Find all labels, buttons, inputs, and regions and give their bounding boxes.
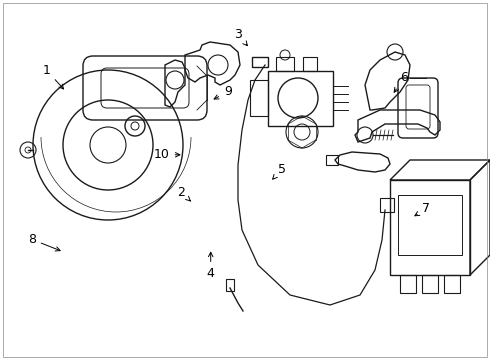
Bar <box>400 275 416 293</box>
Text: 7: 7 <box>415 202 430 216</box>
Bar <box>422 275 438 293</box>
Bar <box>252 57 268 67</box>
Bar <box>268 71 333 126</box>
Bar <box>390 180 470 275</box>
Text: 3: 3 <box>234 28 247 46</box>
Bar <box>226 279 234 291</box>
Text: 6: 6 <box>394 71 408 92</box>
Bar <box>380 198 394 212</box>
Text: 10: 10 <box>154 148 180 161</box>
Text: 9: 9 <box>214 85 232 99</box>
Bar <box>250 80 268 116</box>
Bar <box>303 57 317 71</box>
Text: 8: 8 <box>28 233 60 251</box>
Bar <box>276 57 294 71</box>
Bar <box>444 275 460 293</box>
Bar <box>326 155 338 165</box>
Text: 4: 4 <box>207 252 215 280</box>
Text: 5: 5 <box>272 163 286 179</box>
Text: 1: 1 <box>43 64 64 89</box>
Text: 2: 2 <box>177 186 191 201</box>
Bar <box>398 195 462 255</box>
